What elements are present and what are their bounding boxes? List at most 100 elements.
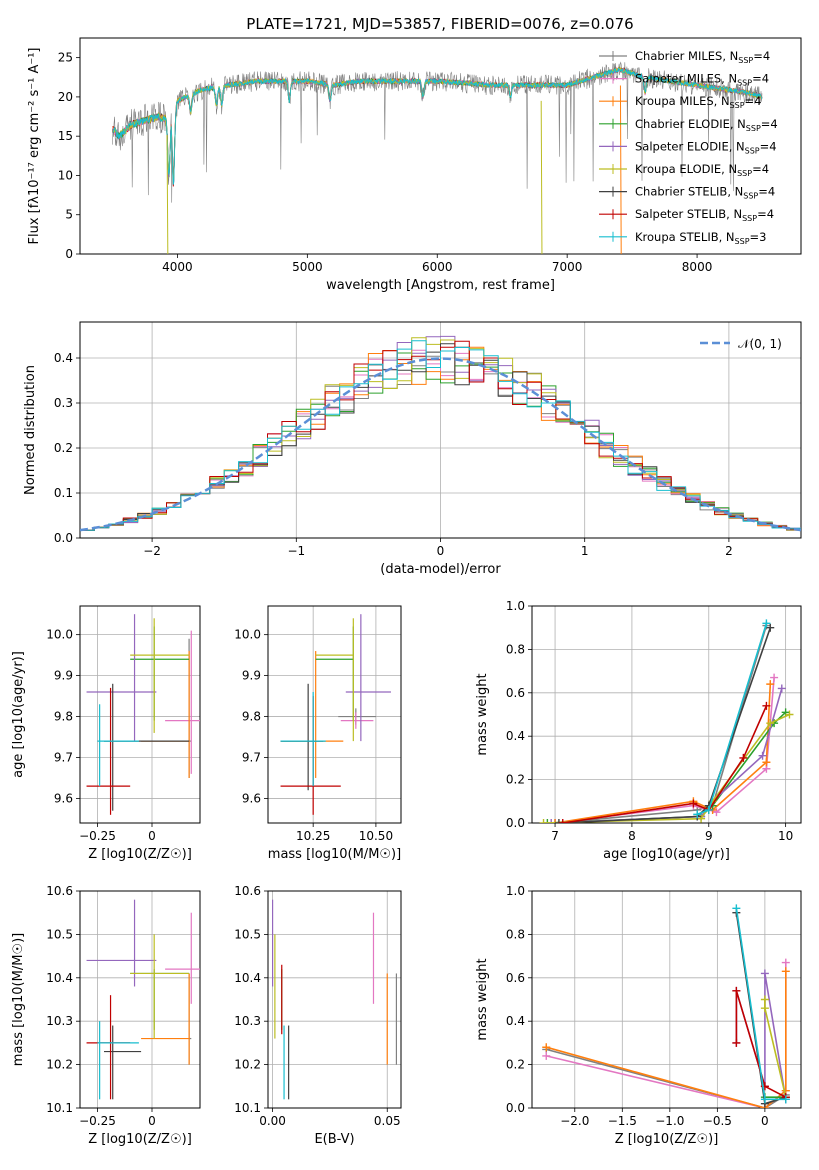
weight-marker <box>777 684 786 693</box>
y-tick-label: 9.6 <box>242 791 261 805</box>
weight-marker <box>760 1095 769 1104</box>
y-axis-label: mass weight <box>475 673 490 755</box>
y-tick-label: 0.3 <box>54 396 73 410</box>
legend-entry: Salpeter STELIB, NSSP=4 <box>635 207 774 223</box>
legend-entry: Kroupa STELIB, NSSP=3 <box>635 230 766 246</box>
weight-marker <box>762 758 771 767</box>
x-axis-label: (data-model)/error <box>380 562 501 577</box>
residuals-panel: −2 −1 0 1 2 0.0 0.1 0.2 0.3 0.4 (data-model)/error… <box>23 321 802 577</box>
weight-marker <box>551 819 560 823</box>
weight-marker <box>554 819 563 823</box>
plot-area <box>539 619 794 823</box>
y-tick-label: 9.8 <box>54 710 73 724</box>
mass-vs-metallicity-panel: −0.25 0 10.1 10.2 10.3 10.4 10.5 10.6 Z [log10(Z… <box>11 884 201 1147</box>
y-tick-label: 0.0 <box>506 1101 525 1115</box>
y-tick-label: 10.2 <box>46 1058 73 1072</box>
y-tick-label: 9.7 <box>242 750 261 764</box>
spectrum-panel: 4000 5000 6000 7000 8000 0 5 10 15 20 25 wavelength… <box>27 37 802 293</box>
weight-marker <box>766 680 775 689</box>
axes-frame <box>267 890 402 1109</box>
spectrum-drop-line <box>619 85 622 254</box>
x-axis-label: wavelength [Angstrom, rest frame] <box>326 278 555 293</box>
weight-line-chabrier-stelib <box>558 627 772 823</box>
y-tick-label: 0.0 <box>506 816 525 830</box>
legend-entry: Salpeter MILES, NSSP=4 <box>635 72 769 88</box>
axes-frame <box>531 605 802 824</box>
weight-line-kroupa-stelib <box>735 908 786 1101</box>
axes-frame <box>79 890 201 1109</box>
weight-marker <box>547 819 556 823</box>
x-tick-label: 10.25 <box>296 829 330 843</box>
spectrum-drop-line <box>166 135 169 254</box>
spectrum-drop-line <box>540 100 543 254</box>
y-tick-label: 9.9 <box>54 669 73 683</box>
weight-marker <box>766 719 775 728</box>
y-tick-label: 10.0 <box>234 628 261 642</box>
x-axis-label: age [log10(age/yr)] <box>603 847 730 862</box>
weight-marker <box>760 969 769 978</box>
x-tick-label: 7000 <box>552 260 583 274</box>
weight-marker <box>760 1004 769 1013</box>
spectrum-line-kroupa-stelib <box>112 67 763 185</box>
y-tick-label: 10.6 <box>46 884 73 898</box>
y-tick-label: 10.6 <box>234 884 261 898</box>
axes-frame <box>79 37 802 255</box>
x-tick-label: 0 <box>437 544 445 558</box>
x-tick-label: 4000 <box>162 260 193 274</box>
axes-frame <box>79 605 201 824</box>
y-tick-label: 9.6 <box>54 791 73 805</box>
plot-area <box>86 899 200 1100</box>
weight-line-kroupa-miles <box>546 971 787 1108</box>
x-tick-label: 5000 <box>292 260 323 274</box>
plot-area <box>271 899 398 1100</box>
weight-line-kroupa-stelib <box>696 623 768 816</box>
x-tick-label: −0.25 <box>79 829 116 843</box>
y-tick-label: 10.3 <box>234 1014 261 1028</box>
weight-vs-metallicity-panel: −2.0 −1.5 −1.0 −0.5 0 0.0 0.2 0.4 0.6 0.8 1.0 Z [lo… <box>475 884 802 1147</box>
weight-marker <box>732 1038 741 1047</box>
y-tick-label: 0 <box>65 247 73 261</box>
y-tick-label: 10 <box>58 168 73 182</box>
plot-area <box>280 614 391 815</box>
x-tick-label: −0.25 <box>79 1114 116 1128</box>
legend-entry: Chabrier ELODIE, NSSP=4 <box>635 117 778 133</box>
legend-entry: Chabrier STELIB, NSSP=4 <box>635 185 775 201</box>
y-tick-label: 0.1 <box>54 486 73 500</box>
plot-area <box>80 335 801 532</box>
x-tick-label: 0.05 <box>374 1114 401 1128</box>
axes-frame <box>531 890 802 1109</box>
age-vs-mass-panel: 10.25 10.50 9.6 9.7 9.8 9.9 10.0 mass [log10(M/… <box>234 605 402 862</box>
weight-vs-age-panel: 7 8 9 10 0.0 0.2 0.4 0.6 0.8 1.0 age [log10(age/yr… <box>475 599 802 862</box>
y-tick-label: 15 <box>58 129 73 143</box>
x-tick-label: −1 <box>287 544 305 558</box>
y-tick-label: 1.0 <box>506 884 525 898</box>
y-tick-label: 1.0 <box>506 599 525 613</box>
weight-line-kroupa-elodie <box>764 999 787 1098</box>
x-tick-label: 10.50 <box>359 829 393 843</box>
x-tick-label: −1.5 <box>608 1114 637 1128</box>
weight-line-kroupa-miles <box>554 684 772 823</box>
gaussian-curve <box>80 357 801 532</box>
plot-area <box>112 61 763 254</box>
weight-marker <box>542 1043 551 1052</box>
age-vs-metallicity-panel: −0.25 0 9.6 9.7 9.8 9.9 10.0 Z [log10(Z/Z☉)] age… <box>11 605 201 862</box>
x-axis-label: Z [log10(Z/Z☉)] <box>88 1132 192 1147</box>
y-axis-label: Normed distribution <box>23 365 38 495</box>
weight-marker <box>781 958 790 967</box>
x-axis-label: E(B-V) <box>314 1132 354 1147</box>
y-tick-label: 10.2 <box>234 1058 261 1072</box>
mass-vs-ebv-panel: 0.00 0.05 10.1 10.2 10.3 10.4 10.5 10.6 E(B-V) <box>234 884 402 1147</box>
weight-marker <box>758 751 767 760</box>
histogram-kroupa-stelib <box>80 340 801 531</box>
x-tick-label: 10 <box>778 829 793 843</box>
y-tick-label: 0.4 <box>54 351 73 365</box>
y-tick-label: 10.1 <box>46 1101 73 1115</box>
y-tick-label: 10.0 <box>46 628 73 642</box>
weight-marker <box>732 986 741 995</box>
weight-marker <box>558 819 567 823</box>
x-tick-label: 1 <box>581 544 589 558</box>
y-tick-label: 0.4 <box>506 1014 525 1028</box>
weight-line-chabrier-miles <box>546 1048 787 1108</box>
x-tick-label: 8000 <box>682 260 713 274</box>
weight-line-salpeter-miles <box>555 677 775 823</box>
